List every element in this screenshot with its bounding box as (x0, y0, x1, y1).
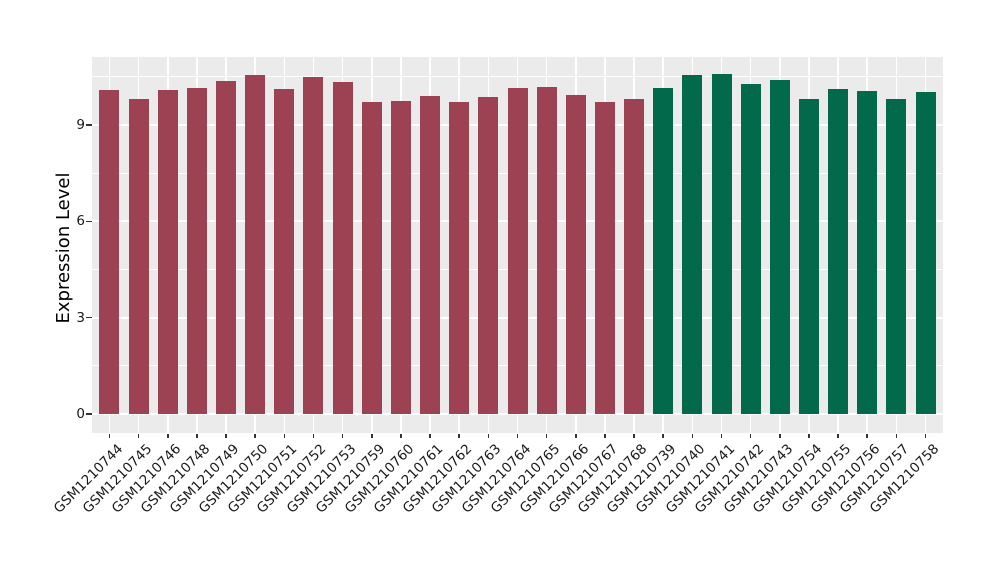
x-axis-tick (895, 433, 898, 438)
bar-GSM1210755 (828, 89, 849, 414)
bar-GSM1210742 (740, 84, 761, 414)
bar-GSM1210750 (245, 75, 266, 414)
x-axis-tick (371, 433, 373, 438)
y-tick-label: 9 (76, 117, 85, 134)
x-axis-tick (749, 433, 752, 438)
x-axis-tick (662, 433, 664, 438)
bar-GSM1210745 (128, 99, 149, 414)
bar-GSM1210767 (594, 101, 615, 414)
x-axis-tick (254, 433, 256, 438)
x-axis-tick (312, 433, 315, 438)
x-axis-tick (196, 433, 198, 438)
x-axis-tick (167, 433, 169, 438)
bar-GSM1210760 (390, 101, 411, 414)
x-axis-tick (604, 433, 606, 438)
bar-GSM1210753 (332, 82, 353, 414)
bar-GSM1210746 (157, 90, 178, 414)
bar-GSM1210740 (682, 75, 703, 414)
bar-GSM1210754 (798, 99, 819, 414)
y-axis-tick (86, 316, 92, 319)
bar-GSM1210765 (536, 86, 557, 414)
x-axis-tick (341, 433, 344, 438)
x-axis-tick (575, 433, 577, 438)
bar-GSM1210752 (303, 76, 324, 414)
bar-GSM1210744 (99, 90, 120, 414)
x-axis-tick (458, 433, 460, 438)
y-tick-label: 3 (76, 309, 85, 326)
x-axis-tick (633, 433, 635, 438)
bar-GSM1210756 (857, 91, 878, 414)
bar-GSM1210748 (186, 87, 207, 414)
bar-GSM1210764 (507, 87, 528, 414)
x-axis-tick (283, 433, 286, 438)
x-axis-tick (545, 433, 548, 438)
bar-GSM1210758 (915, 92, 936, 414)
y-tick-label: 0 (76, 406, 85, 422)
x-axis-tick (429, 433, 431, 438)
x-axis-tick (225, 433, 227, 438)
y-axis-tick (86, 124, 92, 126)
plot-panel (92, 57, 943, 433)
x-axis-tick (924, 433, 927, 438)
bar-GSM1210741 (711, 74, 732, 414)
bar-GSM1210768 (624, 99, 645, 414)
bar-GSM1210759 (361, 101, 382, 414)
gridline-horizontal-major (92, 413, 943, 415)
y-axis-tick (86, 413, 92, 415)
bar-GSM1210757 (886, 99, 907, 414)
x-axis-tick (837, 433, 839, 438)
x-axis-tick (779, 433, 781, 438)
x-axis-tick (516, 433, 519, 438)
bar-GSM1210749 (216, 81, 237, 414)
y-tick-label: 6 (76, 213, 85, 230)
bar-GSM1210739 (653, 88, 674, 414)
y-axis-tick (86, 220, 92, 223)
x-axis-tick (137, 433, 140, 438)
x-axis-tick (720, 433, 723, 438)
bar-GSM1210762 (449, 101, 470, 414)
bar-GSM1210743 (769, 80, 790, 414)
bar-GSM1210751 (274, 89, 295, 414)
y-axis-title: Expression Level (53, 172, 74, 324)
bar-GSM1210763 (478, 96, 499, 414)
bar-GSM1210766 (565, 94, 586, 414)
bar-GSM1210761 (420, 95, 441, 414)
x-axis-tick (866, 433, 868, 438)
gridline-horizontal-minor (92, 76, 943, 78)
x-axis-tick (487, 433, 490, 438)
x-axis-tick (400, 433, 402, 438)
x-axis-tick (691, 433, 694, 438)
x-axis-tick (108, 433, 111, 438)
x-axis-tick (808, 433, 810, 438)
